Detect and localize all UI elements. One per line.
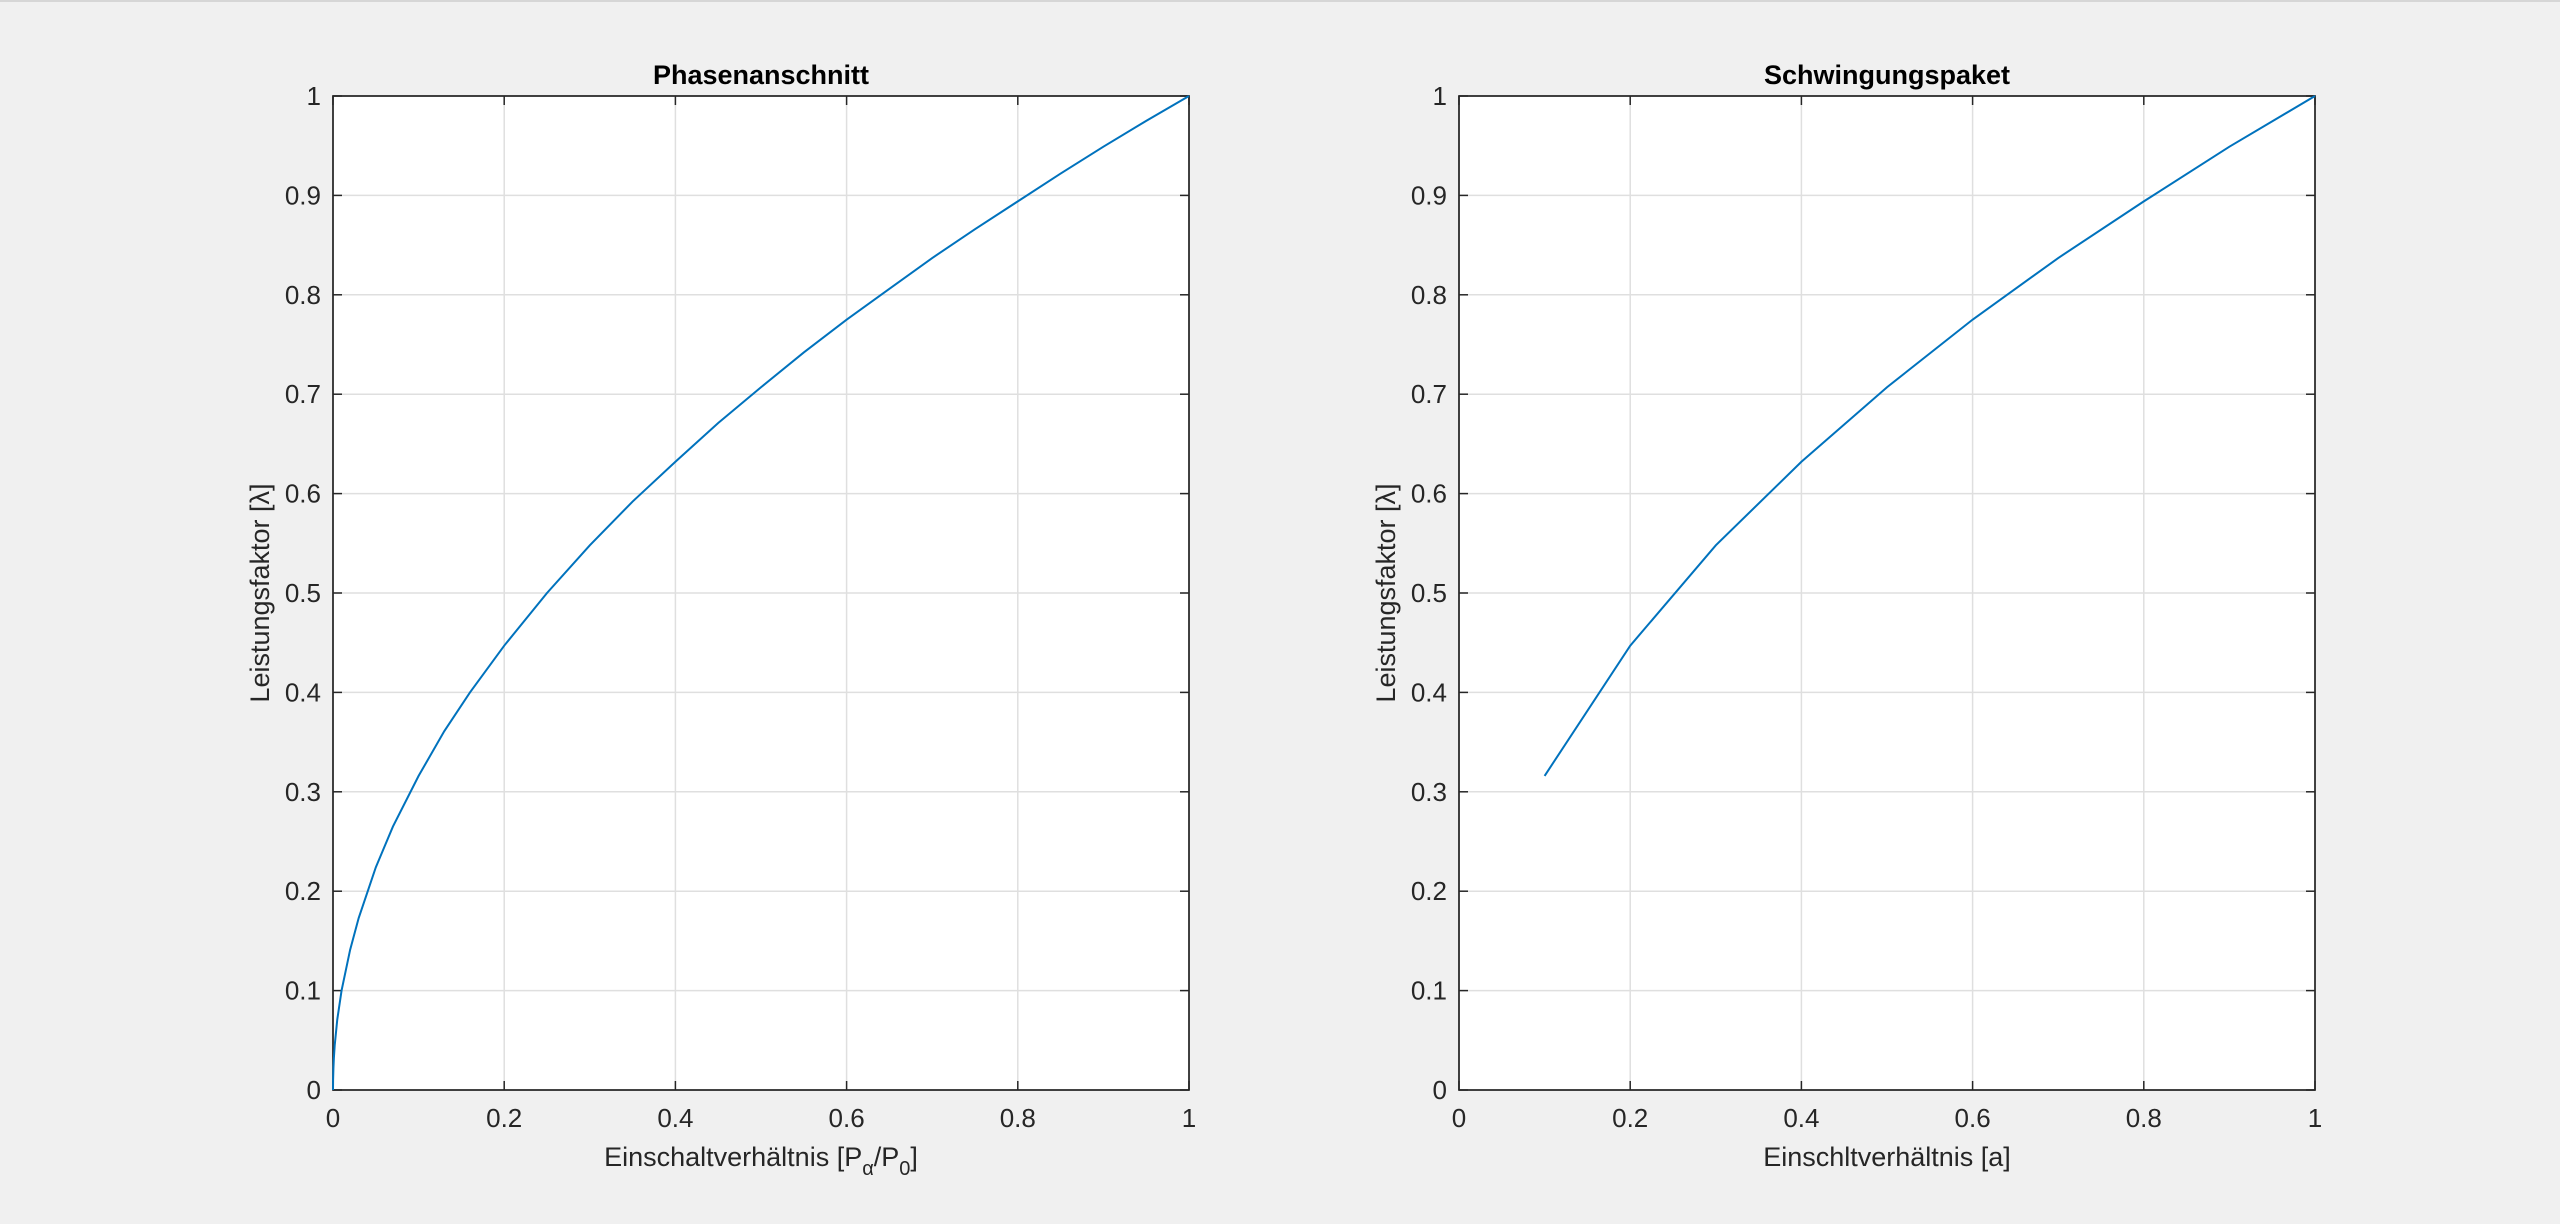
y-tick-label: 1 (1433, 81, 1447, 111)
x-axis-label: Einschltverhältnis [a] (1763, 1142, 2011, 1172)
y-tick-label: 0.1 (1411, 976, 1447, 1006)
y-tick-label: 0.2 (285, 876, 321, 906)
y-tick-label: 0.6 (1411, 479, 1447, 509)
y-tick-label: 0 (307, 1075, 321, 1105)
x-tick-labels: 0 0.2 0.4 0.6 0.8 1 (326, 1103, 1196, 1133)
y-tick-label: 0.5 (285, 578, 321, 608)
x-tick-label: 0.6 (1955, 1103, 1991, 1133)
y-tick-labels: 0 0.1 0.2 0.3 0.4 0.5 0.6 0.7 0.8 0.9 1 (1411, 81, 1447, 1105)
y-axis-label: Leistungsfaktor [λ] (245, 483, 275, 702)
data-series (1543, 95, 2316, 777)
subplot-phasenanschnitt: 0 0.2 0.4 0.6 0.8 1 0 0.1 0.2 0.3 0.4 0.5 0.6 0.7 0.8… (245, 60, 1196, 1180)
y-tick-label: 0.7 (1411, 379, 1447, 409)
y-tick-label: 0.3 (1411, 777, 1447, 807)
y-tick-label: 0.5 (1411, 578, 1447, 608)
y-tick-label: 0.1 (285, 976, 321, 1006)
window-top-border (0, 0, 2560, 2)
x-tick-label: 1 (2308, 1103, 2322, 1133)
y-tick-label: 0.7 (285, 379, 321, 409)
grid-lines (333, 96, 1189, 1090)
x-tick-label: 0.8 (1000, 1103, 1036, 1133)
x-tick-label: 0.8 (2126, 1103, 2162, 1133)
x-tick-labels: 0 0.2 0.4 0.6 0.8 1 (1452, 1103, 2322, 1133)
plot-frame (332, 95, 1190, 1091)
x-tick-label: 0.6 (829, 1103, 865, 1133)
y-tick-label: 0.8 (1411, 280, 1447, 310)
y-tick-label: 0.6 (285, 479, 321, 509)
y-tick-label: 0.9 (285, 180, 321, 210)
y-tick-label: 0.2 (1411, 876, 1447, 906)
plot-frame (1458, 95, 2316, 1091)
chart-title: Schwingungspaket (1764, 60, 2010, 90)
y-tick-label: 0.9 (1411, 180, 1447, 210)
x-tick-label: 0 (326, 1103, 340, 1133)
y-tick-label: 0.4 (285, 677, 321, 707)
x-axis-label: Einschaltverhältnis [Pα/P0] (604, 1142, 918, 1180)
y-tick-label: 0.4 (1411, 677, 1447, 707)
y-tick-labels: 0 0.1 0.2 0.3 0.4 0.5 0.6 0.7 0.8 0.9 1 (285, 81, 321, 1105)
subplot-schwingungspaket: 0 0.2 0.4 0.6 0.8 1 0 0.1 0.2 0.3 0.4 0.5 0.6 0.7 0.8… (1371, 60, 2322, 1172)
y-tick-label: 0.8 (285, 280, 321, 310)
x-tick-label: 0 (1452, 1103, 1466, 1133)
x-tick-label: 0.4 (1783, 1103, 1819, 1133)
y-tick-label: 0.3 (285, 777, 321, 807)
series-line (332, 95, 1190, 1091)
x-tick-label: 0.2 (1612, 1103, 1648, 1133)
series-line (1543, 95, 2316, 777)
x-tick-label: 1 (1182, 1103, 1196, 1133)
data-series (332, 95, 1190, 1091)
y-tick-label: 1 (307, 81, 321, 111)
chart-title: Phasenanschnitt (653, 60, 869, 90)
grid-lines (1459, 96, 2315, 1090)
x-tick-label: 0.2 (486, 1103, 522, 1133)
y-tick-label: 0 (1433, 1075, 1447, 1105)
x-tick-label: 0.4 (657, 1103, 693, 1133)
y-axis-label: Leistungsfaktor [λ] (1371, 483, 1401, 702)
